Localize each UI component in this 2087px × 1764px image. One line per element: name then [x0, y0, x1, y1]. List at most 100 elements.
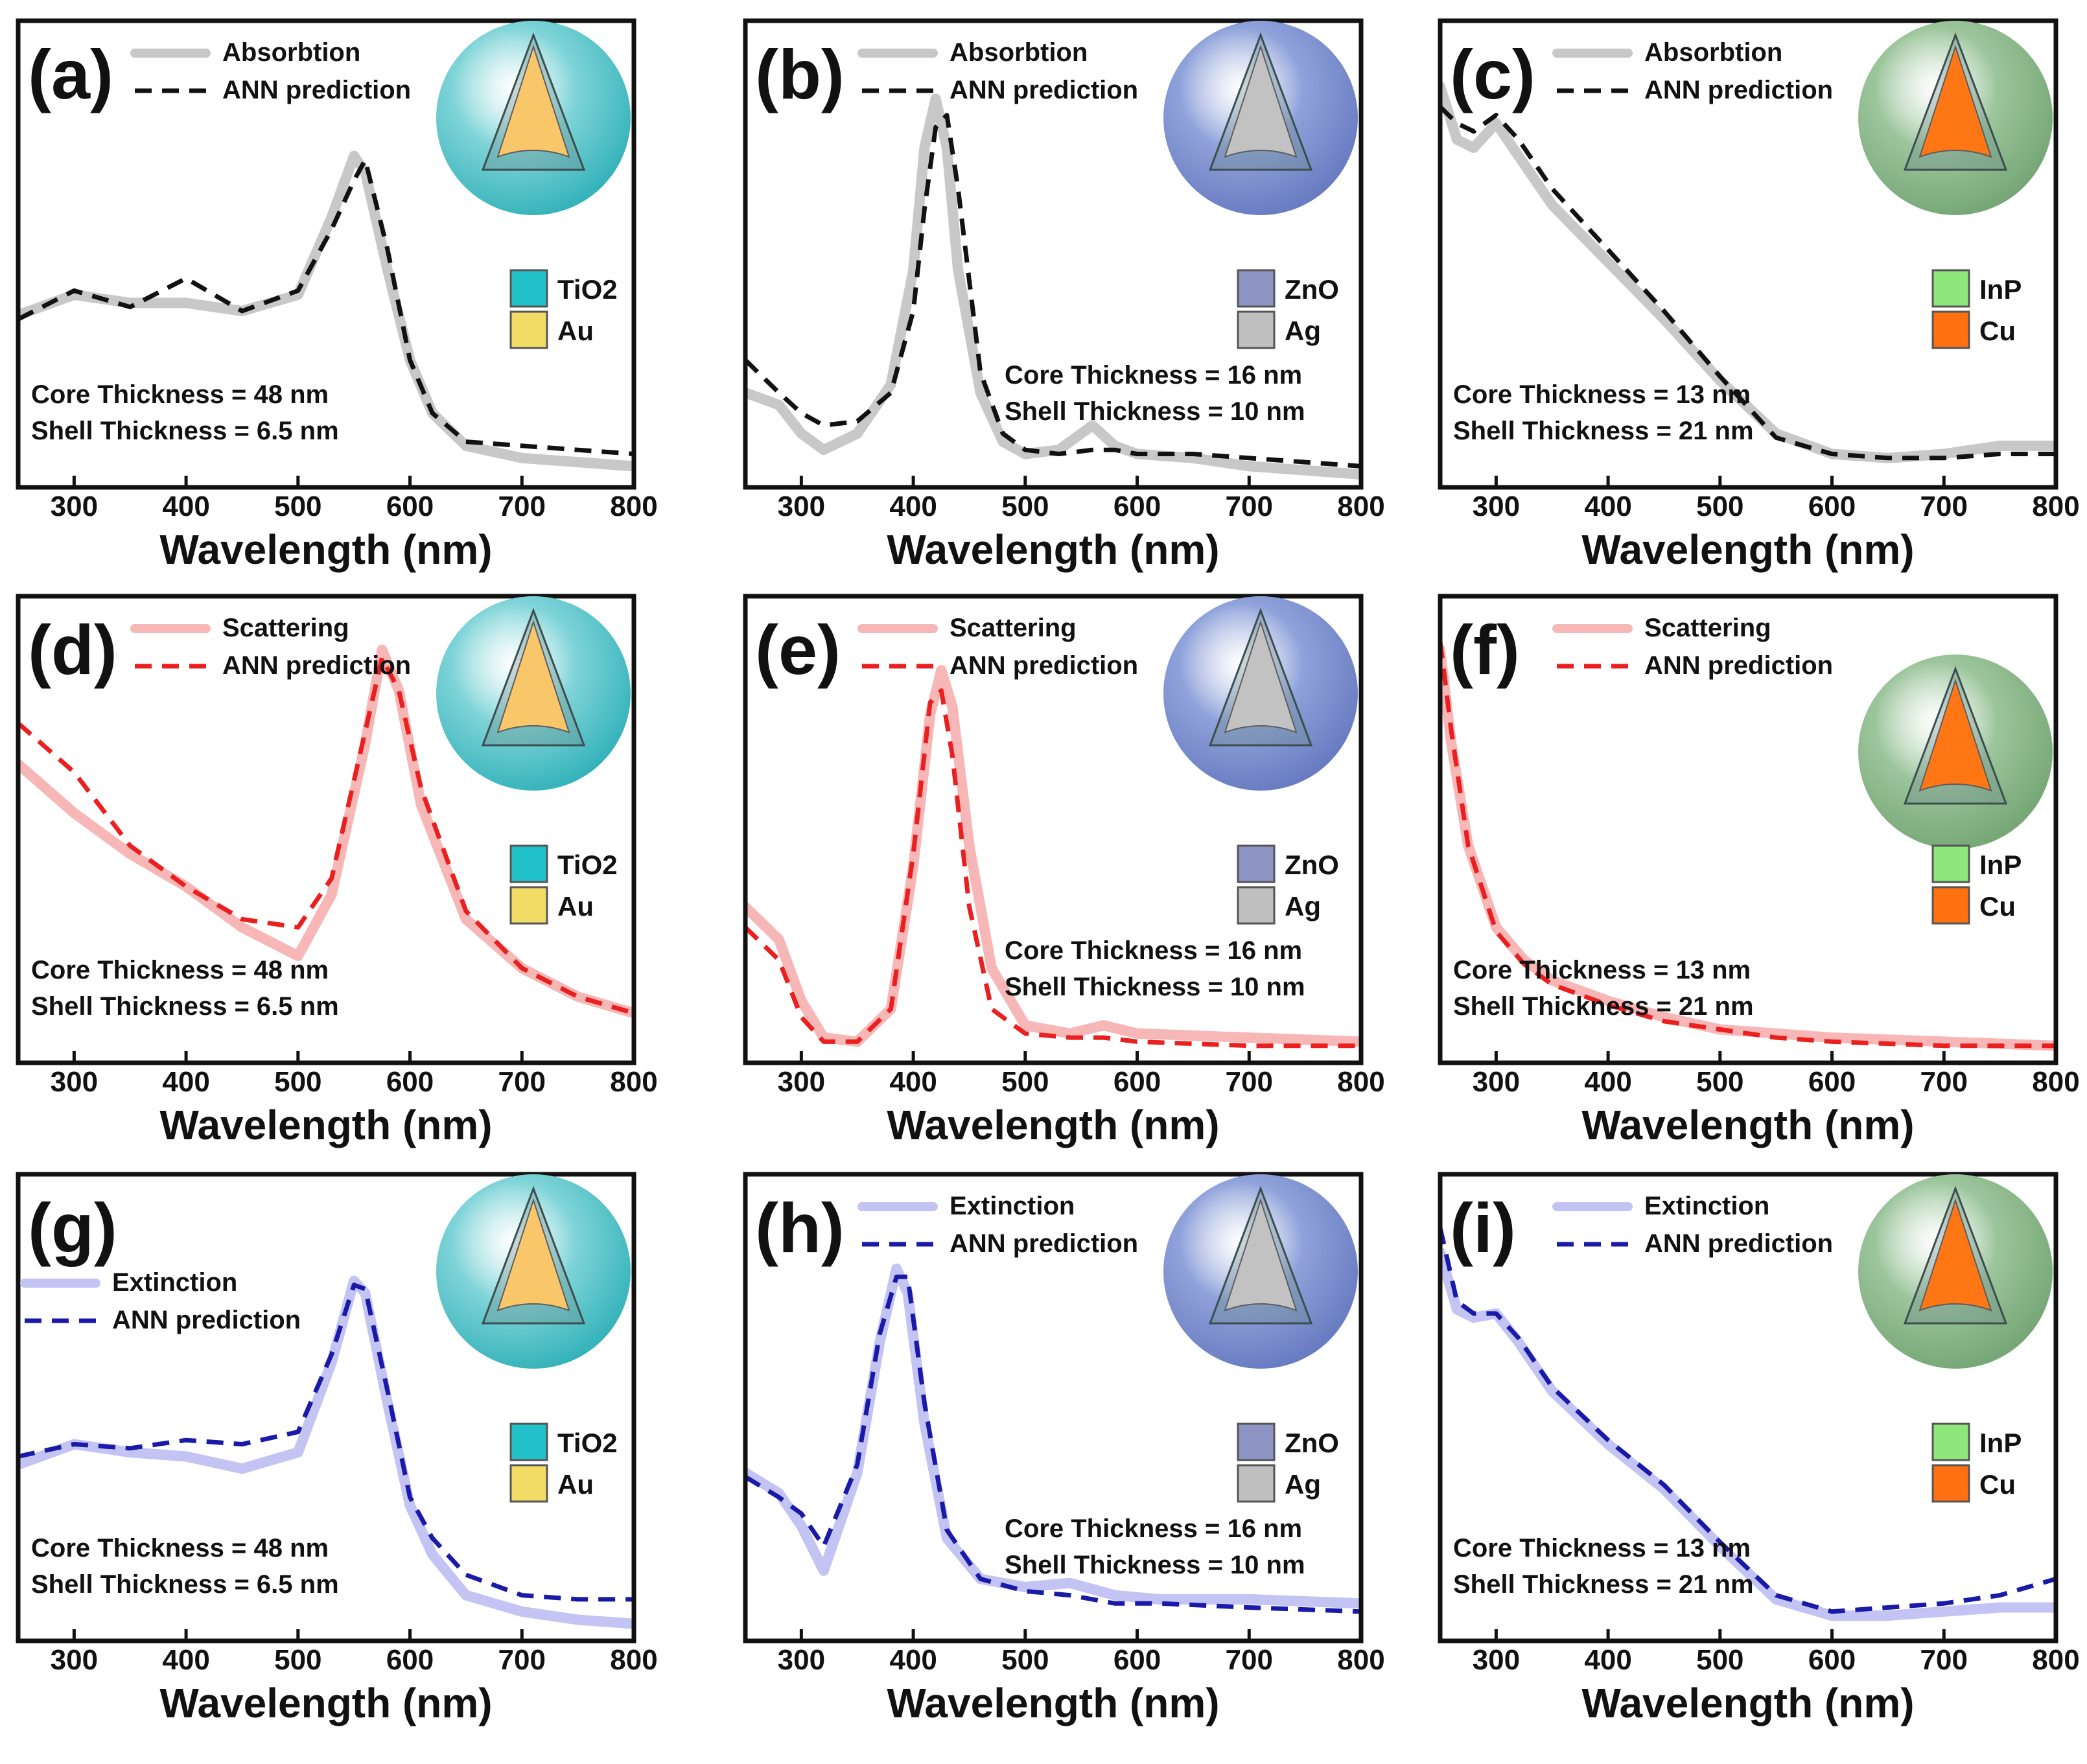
material-swatch-cu [1931, 310, 1970, 349]
plot-frame [743, 1172, 1364, 1643]
legend-label: ANN prediction [112, 1306, 301, 1334]
x-tick-label: 800 [610, 1066, 657, 1098]
x-tick-label: 400 [1584, 1066, 1631, 1098]
core-wedge [1918, 1198, 1992, 1312]
x-tick-label: 400 [889, 491, 937, 522]
x-tick-label: 600 [386, 1066, 434, 1098]
chart-panel-i: 300 400 500 600 700 800 Wavelength (nm) (i) Exti… [1438, 1172, 2080, 1726]
series-group [18, 1275, 634, 1629]
x-tick-label: 700 [1920, 1644, 1968, 1676]
core-wedge [1224, 620, 1298, 734]
x-tick-label: 500 [274, 491, 321, 522]
material-label: TiO2 [557, 274, 618, 305]
core-wedge [496, 44, 570, 158]
x-axis-label: Wavelength (nm) [1581, 526, 1914, 573]
x-tick-label: 800 [610, 1644, 657, 1676]
legend-label: ANN prediction [1644, 1229, 1833, 1258]
material-swatch-ag [1237, 886, 1276, 925]
x-tick-label: 500 [1696, 1066, 1743, 1098]
x-tick-label: 400 [1584, 491, 1631, 522]
material-swatch-inp [1931, 844, 1970, 883]
x-axis-label: Wavelength (nm) [887, 1102, 1219, 1148]
series-line-extinction [745, 1263, 1361, 1609]
x-tick-label: 800 [2032, 1066, 2079, 1098]
x-tick-label: 500 [1696, 1644, 1743, 1676]
legend-label: ANN prediction [222, 651, 411, 680]
plot-frame [16, 594, 636, 1065]
series-group [1440, 81, 2056, 463]
shell-thickness-annotation: Shell Thickness = 21 nm [1453, 1570, 1754, 1599]
series-line-ann-prediction [745, 688, 1361, 1049]
core-shell-sphere-icon [1163, 21, 1358, 215]
x-tick-label: 500 [1001, 1644, 1049, 1676]
core-thickness-annotation: Core Thickness = 13 nm [1453, 1534, 1751, 1562]
core-thickness-annotation: Core Thickness = 16 nm [1005, 361, 1302, 389]
material-label: ZnO [1285, 1428, 1339, 1458]
legend-label: ANN prediction [1644, 76, 1833, 104]
series-line-ann-prediction [745, 113, 1361, 469]
material-label: Cu [1979, 1469, 2016, 1500]
x-tick-label: 600 [386, 1644, 434, 1676]
material-label: ZnO [1285, 274, 1339, 305]
x-tick-label: 300 [51, 1644, 98, 1676]
x-tick-label: 500 [1001, 491, 1049, 522]
x-tick-label: 800 [2032, 491, 2079, 522]
material-label: Cu [1979, 891, 2016, 922]
material-swatch-zno [1237, 844, 1276, 883]
x-tick-label: 700 [1920, 1066, 1968, 1098]
x-tick-label: 800 [1337, 1066, 1384, 1098]
x-tick-label: 500 [274, 1066, 321, 1098]
core-wedge [496, 620, 570, 734]
x-tick-label: 400 [162, 1644, 209, 1676]
x-tick-label: 800 [1337, 1644, 1384, 1676]
series-line-ann-prediction [1440, 641, 2056, 1049]
core-shell-sphere-icon [1858, 1174, 2053, 1369]
panel-label: (f) [1450, 610, 1520, 689]
panel-label: (c) [1450, 35, 1535, 113]
x-tick-label: 400 [1584, 1644, 1631, 1676]
x-axis-label: Wavelength (nm) [887, 526, 1219, 573]
legend-label: Absorbtion [950, 38, 1088, 67]
core-wedge [1224, 44, 1298, 158]
shell-thickness-annotation: Shell Thickness = 10 nm [1005, 397, 1305, 426]
material-swatch-inp [1931, 269, 1970, 308]
core-wedge [496, 1198, 570, 1312]
material-label: Au [557, 316, 594, 346]
x-axis-label: Wavelength (nm) [159, 1102, 492, 1148]
material-swatch-inp [1931, 1422, 1970, 1461]
shell-thickness-annotation: Shell Thickness = 6.5 nm [31, 992, 339, 1021]
legend-label: Scattering [222, 614, 349, 642]
series-line-absorbtion [1440, 81, 2056, 463]
core-thickness-annotation: Core Thickness = 13 nm [1453, 380, 1751, 409]
x-tick-label: 300 [1473, 491, 1520, 522]
core-thickness-annotation: Core Thickness = 16 nm [1005, 1514, 1302, 1543]
shell-thickness-annotation: Shell Thickness = 21 nm [1453, 992, 1754, 1021]
plot-frame [16, 1172, 636, 1643]
chart-panel-g: 300 400 500 600 700 800 Wavelength (nm) (g)Exti… [16, 1172, 658, 1726]
material-swatch-au [509, 1464, 548, 1503]
material-swatch-tio2 [509, 1422, 548, 1461]
x-tick-label: 300 [51, 1066, 98, 1098]
chart-panel-a: 300 400 500 600 700 800 Wavelength (nm) (a) Abso… [16, 18, 658, 573]
series-group [18, 644, 634, 1019]
x-tick-label: 500 [1001, 1066, 1049, 1098]
x-tick-label: 300 [778, 491, 825, 522]
core-thickness-annotation: Core Thickness = 48 nm [31, 956, 329, 984]
series-group [745, 93, 1361, 480]
x-tick-label: 600 [1808, 1644, 1856, 1676]
material-label: Au [557, 891, 594, 922]
panel-label: (e) [755, 610, 841, 689]
x-tick-label: 600 [1113, 1644, 1161, 1676]
core-shell-sphere-icon [436, 21, 631, 215]
x-tick-label: 700 [498, 1066, 546, 1098]
legend-label: Extinction [112, 1268, 237, 1297]
plot-frame [743, 18, 1364, 490]
plot-frame [1438, 18, 2058, 490]
material-label: Ag [1285, 891, 1321, 922]
shell-thickness-annotation: Shell Thickness = 21 nm [1453, 417, 1754, 445]
core-wedge [1224, 1198, 1298, 1312]
x-tick-label: 600 [1113, 1066, 1161, 1098]
chart-panel-c: 300 400 500 600 700 800 Wavelength (nm) (c) Abso… [1438, 18, 2080, 573]
core-shell-sphere-icon [1858, 21, 2053, 215]
material-label: Au [557, 1469, 594, 1500]
